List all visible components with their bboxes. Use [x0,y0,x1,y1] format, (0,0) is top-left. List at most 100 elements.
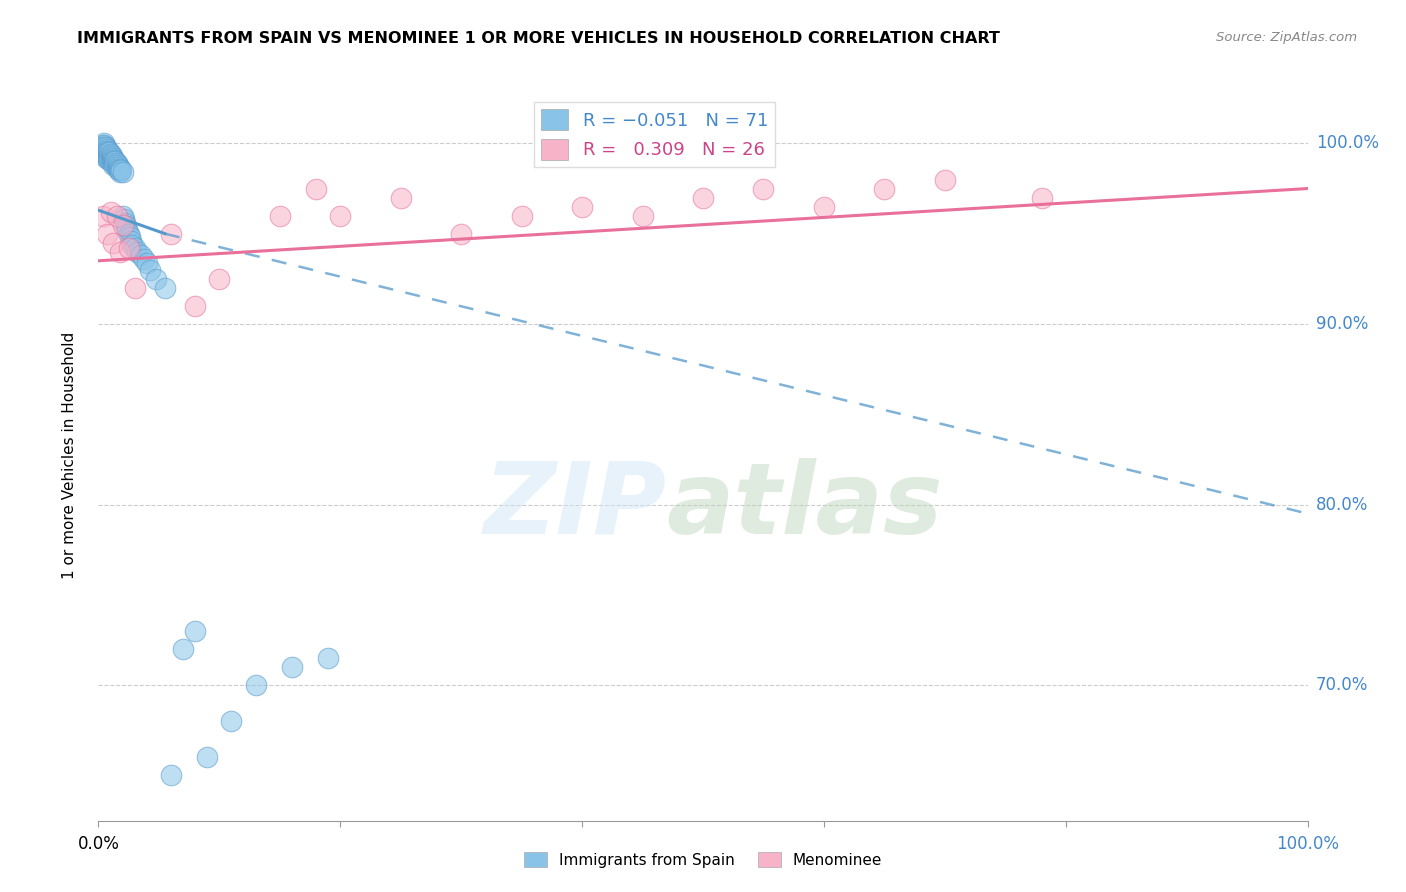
Point [221,714,243,729]
Point [100,154,122,169]
Point [184,624,207,638]
Text: 100.0%: 100.0% [1316,135,1379,153]
Point [111,165,134,179]
Text: atlas: atlas [666,458,943,555]
Point [139,262,162,277]
Point [934,172,956,186]
Point [108,165,131,179]
Point [115,219,138,234]
Point [97,151,120,165]
Point [103,156,125,170]
Point [108,161,131,176]
Point [124,281,146,295]
Point [269,209,291,223]
Point [105,160,128,174]
Legend: R = −0.051   N = 71, R =   0.309   N = 26: R = −0.051 N = 71, R = 0.309 N = 26 [534,102,775,167]
Point [129,248,152,262]
Point [118,230,141,244]
Point [305,181,328,195]
Point [93,136,115,151]
Point [96,149,118,163]
Point [91,144,114,158]
Point [450,227,472,241]
Point [93,140,115,154]
Point [124,241,146,255]
Legend: Immigrants from Spain, Menominee: Immigrants from Spain, Menominee [517,846,889,873]
Point [110,163,132,178]
Point [91,145,114,160]
Text: 90.0%: 90.0% [1316,315,1368,333]
Point [108,163,131,178]
Point [100,149,122,163]
Point [104,158,127,172]
Point [111,218,134,232]
Text: 70.0%: 70.0% [1316,676,1368,694]
Point [195,750,218,764]
Point [96,227,118,241]
Point [97,144,120,158]
Point [91,209,114,223]
Point [91,142,114,156]
Point [94,151,117,165]
Text: 0.0%: 0.0% [77,835,120,853]
Point [117,223,139,237]
Point [135,255,157,269]
Point [111,209,134,223]
Point [692,190,714,204]
Point [120,234,142,248]
Point [101,151,124,165]
Point [91,147,114,161]
Point [96,142,118,156]
Point [100,151,122,165]
Point [107,161,129,176]
Text: ZIP: ZIP [484,458,666,555]
Point [134,252,156,266]
Text: IMMIGRANTS FROM SPAIN VS MENOMINEE 1 OR MORE VEHICLES IN HOUSEHOLD CORRELATION C: IMMIGRANTS FROM SPAIN VS MENOMINEE 1 OR … [77,31,1000,46]
Text: 80.0%: 80.0% [1316,496,1368,514]
Point [389,190,412,204]
Point [103,153,125,167]
Point [873,181,896,195]
Point [105,156,128,170]
Point [118,241,141,255]
Point [97,147,120,161]
Point [153,281,176,295]
Point [94,140,117,154]
Point [121,237,143,252]
Point [752,181,775,195]
Point [160,768,183,782]
Point [571,200,593,214]
Point [101,158,124,172]
Point [510,209,533,223]
Point [107,158,129,172]
Point [112,212,135,227]
Text: 100.0%: 100.0% [1277,835,1339,853]
Point [93,144,115,158]
Point [631,209,654,223]
Point [94,147,117,161]
Point [145,272,167,286]
Point [160,227,183,241]
Point [281,660,304,674]
Point [101,154,124,169]
Point [114,216,136,230]
Point [127,244,149,259]
Point [184,299,207,313]
Point [93,138,115,153]
Point [316,651,339,665]
Point [101,235,124,250]
Point [93,147,115,161]
Point [813,200,835,214]
Point [90,140,112,154]
Point [98,149,121,163]
Point [108,244,131,259]
Point [245,678,267,692]
Point [104,154,127,169]
Point [118,227,141,241]
Point [172,642,194,657]
Point [108,160,131,174]
Point [98,145,121,160]
Point [96,145,118,160]
Point [91,138,114,153]
Point [94,144,117,158]
